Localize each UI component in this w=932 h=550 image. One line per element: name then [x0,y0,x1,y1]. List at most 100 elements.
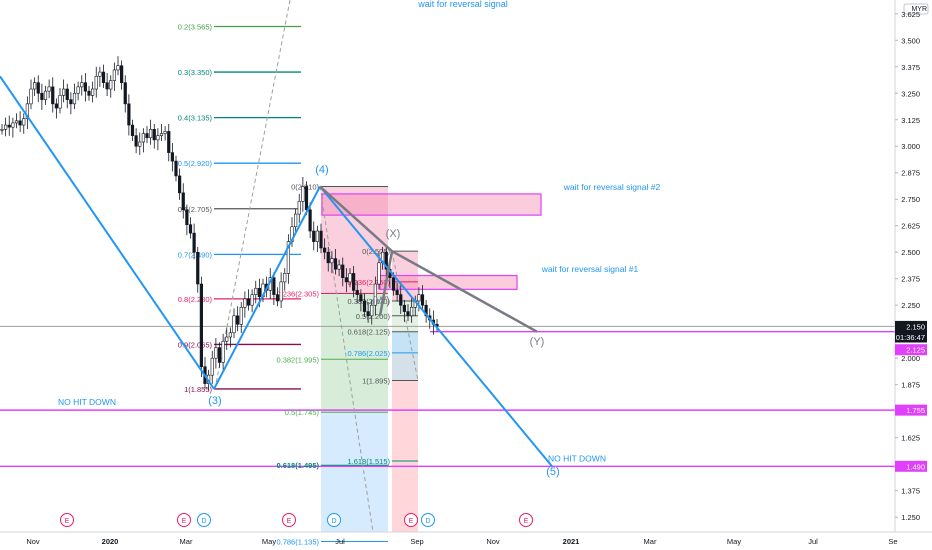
fib-extension-label: 0.236(2.305) [276,290,319,299]
event-marker-earnings [519,513,533,527]
y-tick-label: 2.750 [901,195,920,204]
candle-body [62,88,66,96]
fib-small-zone-pink [392,380,418,532]
fib-retracement-label: 0.7(2.490) [178,250,213,259]
fib-extension-label: 0.618(1.495) [276,461,319,470]
candle-body [36,82,40,94]
candle-body [43,90,48,100]
event-marker-label: E [524,518,529,525]
fib-retracement-label: 0.2(3.565) [178,22,213,31]
candle-body [188,224,193,234]
candle-body [312,230,316,242]
candle-body [366,311,370,317]
fib-extension-label: 0.382(1.995) [276,355,319,364]
candle-body [420,294,425,306]
price-label-box [895,331,927,343]
candle-body [69,99,73,105]
zone-label: wait for reversal signal #2 [563,182,661,192]
candle-body [337,264,341,270]
candle-body [246,298,251,306]
fib-extension-label: 0.786(1.135) [276,538,319,547]
annotation-label: (5) [546,466,559,478]
candle-body [7,124,11,128]
event-marker-label: D [201,518,206,525]
fib-layer: 0.2(3.565) 0.3(3.350) 0.4(3.135) 0.5(2.920)… [178,0,419,547]
annotation-label: (Y) [530,336,545,348]
candle-body [341,264,345,278]
wxy-line-3 [391,250,538,333]
candle-body [101,71,106,83]
event-marker-label: D [331,518,336,525]
price-label-text: 1.490 [906,462,925,471]
elliott-wave-line [213,186,321,390]
waves-layer [0,75,553,467]
dashed-projection-line-2 [319,186,374,533]
fib-zone-green [321,293,388,413]
candle-body [333,258,338,270]
zone-label: wait for reversal signal #1 [541,264,639,274]
candle-body [399,294,403,306]
y-tick-label: 1.625 [901,434,920,443]
y-tick-label: 1.375 [901,487,920,496]
candle-body [402,304,406,312]
x-tick-label: Jul [335,537,345,546]
candle-body [304,186,309,211]
no-hit-down-label: NO HIT DOWN [58,397,116,407]
candle-body [221,340,225,363]
x-tick-label: Mar [180,537,193,546]
candle-body [283,273,287,283]
candle-body [11,122,15,128]
candle-body [225,336,229,342]
price-axis-background [895,0,932,550]
candle-body [236,315,240,325]
candle-body [138,141,142,147]
candle-body [167,131,171,153]
y-tick-label: 1.875 [901,381,920,390]
y-tick-label: 3.250 [901,89,920,98]
event-marker-dividend [421,513,435,527]
candle-body [359,294,363,302]
y-tick-label: 2.875 [901,169,920,178]
candle-body [72,92,77,105]
candle-body [120,65,124,83]
candle-body [76,86,80,94]
dashed-projection-line-3 [391,251,419,381]
candle-body [83,82,87,92]
candle-body [152,128,156,141]
x-tick-label: 2020 [102,537,119,546]
candle-body [257,287,261,298]
candle-body [54,103,58,109]
candle-body [25,103,29,119]
candle-body [286,241,290,274]
candle-body [228,332,232,338]
x-tick-label: May [727,537,741,546]
candle-body [178,175,182,194]
y-tick-label: 2.250 [901,301,920,310]
candle-body [373,283,377,306]
candle-body [410,307,414,317]
candle-body [123,82,127,105]
y-tick-label: 3.500 [901,36,920,45]
fib-small-label: 0.5(2.200) [356,312,391,321]
candle-body [297,201,301,215]
event-marker-label: E [409,518,414,525]
y-tick-label: 3.625 [901,10,920,19]
x-tick-label: Mar [644,537,657,546]
candle-body [355,290,359,295]
candle-body [417,294,421,302]
fib-small-label: 0.786(2.025) [347,349,390,358]
candle-body [130,124,135,136]
candle-body [65,88,69,100]
candle-body [250,294,254,306]
candle-body [170,152,174,162]
candle-body [94,76,98,90]
y-tick-label: 2.625 [901,222,920,231]
event-marker-dividend [197,513,211,527]
candle-body [156,135,160,141]
event-marker-dividend [327,513,341,527]
candle-body [87,90,91,96]
candle-body [319,230,323,249]
fib-small-label: 1.618(1.515) [347,457,390,466]
